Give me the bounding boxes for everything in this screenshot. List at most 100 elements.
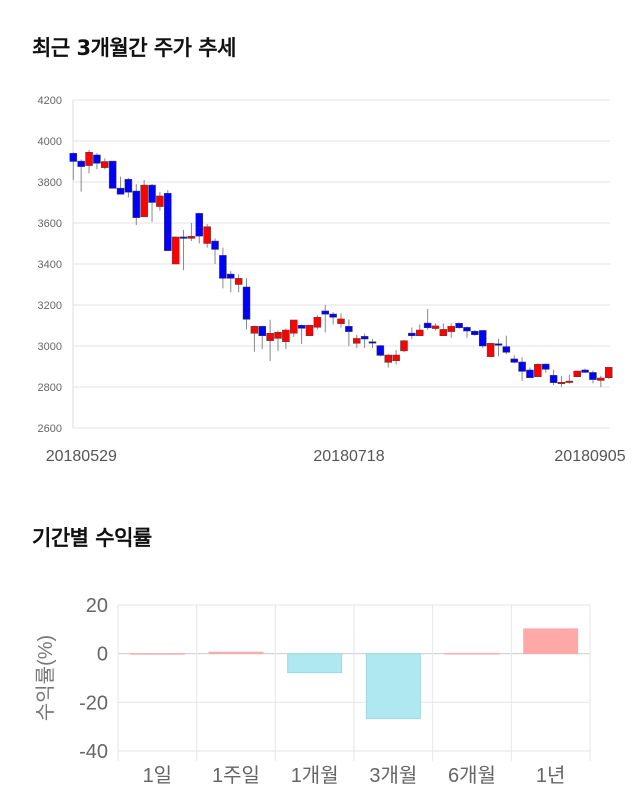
candle-body [290, 319, 298, 334]
candle-body [534, 363, 542, 377]
return-bar [444, 652, 500, 655]
y-tick-label: 3800 [38, 177, 62, 189]
candle-body [463, 327, 471, 332]
candle-body [604, 367, 613, 379]
candle-body [518, 361, 526, 372]
period-return-title: 기간별 수익률 [32, 526, 152, 550]
candle-body [305, 325, 314, 337]
candle-body [478, 330, 487, 347]
candle-body [392, 354, 400, 362]
candle-body [242, 286, 251, 320]
candle-body [85, 152, 93, 166]
y-tick-label: 3400 [38, 259, 62, 271]
candle-body [329, 313, 337, 318]
return-bar [208, 651, 264, 655]
candle-body [258, 326, 267, 337]
x-tick-label: 3개월 [369, 764, 417, 787]
x-tick-label: 20180529 [46, 448, 117, 465]
candle-body [321, 310, 330, 315]
y-tick-label: -40 [79, 741, 108, 763]
candle-body [203, 226, 211, 244]
candle-body [494, 343, 503, 346]
candle-body [211, 240, 219, 250]
return-bar [129, 653, 185, 655]
y-tick-label: 3200 [38, 300, 62, 312]
candle-body [132, 190, 141, 218]
y-tick-label: 3000 [38, 341, 62, 353]
candle-body [597, 377, 605, 381]
candle-body [140, 184, 148, 218]
candlestick-chart: 2600 2800 3000 3200 3400 3600 3800 4000 4200 2018… [38, 95, 626, 465]
candle-body [423, 322, 432, 329]
candle-body [573, 370, 581, 378]
candle-body [408, 332, 416, 336]
candle-body [164, 193, 172, 251]
stock-trend-title: 최근 3개월간 주가 추세 [32, 36, 236, 60]
candle-body [266, 333, 274, 341]
candle-body [148, 184, 156, 203]
return-bar [365, 653, 421, 720]
candle-body [431, 325, 440, 329]
candle-body [565, 380, 574, 383]
candle-body [187, 236, 196, 239]
candle-body [360, 336, 369, 340]
candle-body [352, 338, 361, 344]
y-tick-label: 2800 [38, 382, 62, 394]
candle-body [77, 160, 85, 167]
x-tick-label: 1개월 [291, 764, 339, 787]
candle-body [541, 363, 550, 370]
candle-body [219, 255, 227, 279]
candle-body [400, 340, 408, 352]
candle-body [101, 161, 109, 168]
candle-body [486, 343, 495, 357]
y-tick-label: 0 [97, 644, 108, 666]
return-bar [287, 653, 343, 674]
candle-body [557, 382, 566, 385]
x-tick-label: 1일 [143, 764, 173, 787]
candle-body [510, 358, 518, 363]
candle-body [250, 326, 259, 334]
candle-body [455, 322, 463, 329]
candle-body [439, 329, 448, 336]
y-tick-label: 4200 [38, 95, 62, 107]
candle-body [116, 187, 125, 195]
candle-body [297, 325, 306, 329]
candle-body [415, 329, 424, 337]
candle-body [589, 372, 597, 380]
candle-body [179, 236, 188, 239]
candle-body [447, 326, 455, 332]
candle-body [337, 318, 345, 324]
candle-body [195, 213, 204, 237]
candle-body [171, 236, 180, 265]
candle-body [156, 195, 164, 207]
candle-body [526, 369, 534, 379]
candle-body [69, 153, 78, 162]
candle-body [345, 326, 353, 332]
candle-body [471, 330, 479, 335]
candle-body [368, 341, 377, 344]
candle-body [234, 278, 243, 285]
candle-body [108, 160, 117, 189]
candle-body [502, 346, 511, 353]
y-axis-title: 수익률(%) [34, 635, 57, 721]
candle-body [282, 329, 290, 342]
candle-body [313, 317, 322, 328]
y-tick-label: 20 [86, 595, 108, 617]
candle-body [93, 154, 101, 164]
y-tick-label: 2600 [38, 423, 62, 435]
x-tick-label: 6개월 [448, 764, 496, 787]
candle-body [581, 369, 589, 373]
candle-body [227, 273, 235, 279]
x-tick-label: 20180905 [554, 448, 625, 465]
return-bar [523, 628, 579, 655]
y-tick-label: 3600 [38, 218, 62, 230]
candle-body [549, 375, 558, 383]
candle-body [274, 332, 282, 339]
y-tick-label: -20 [79, 692, 108, 714]
candle-body [376, 345, 385, 356]
x-tick-label: 1년 [536, 764, 566, 787]
x-tick-label: 20180718 [313, 448, 384, 465]
candle-body [124, 179, 133, 193]
x-tick-label: 1주일 [212, 764, 260, 787]
